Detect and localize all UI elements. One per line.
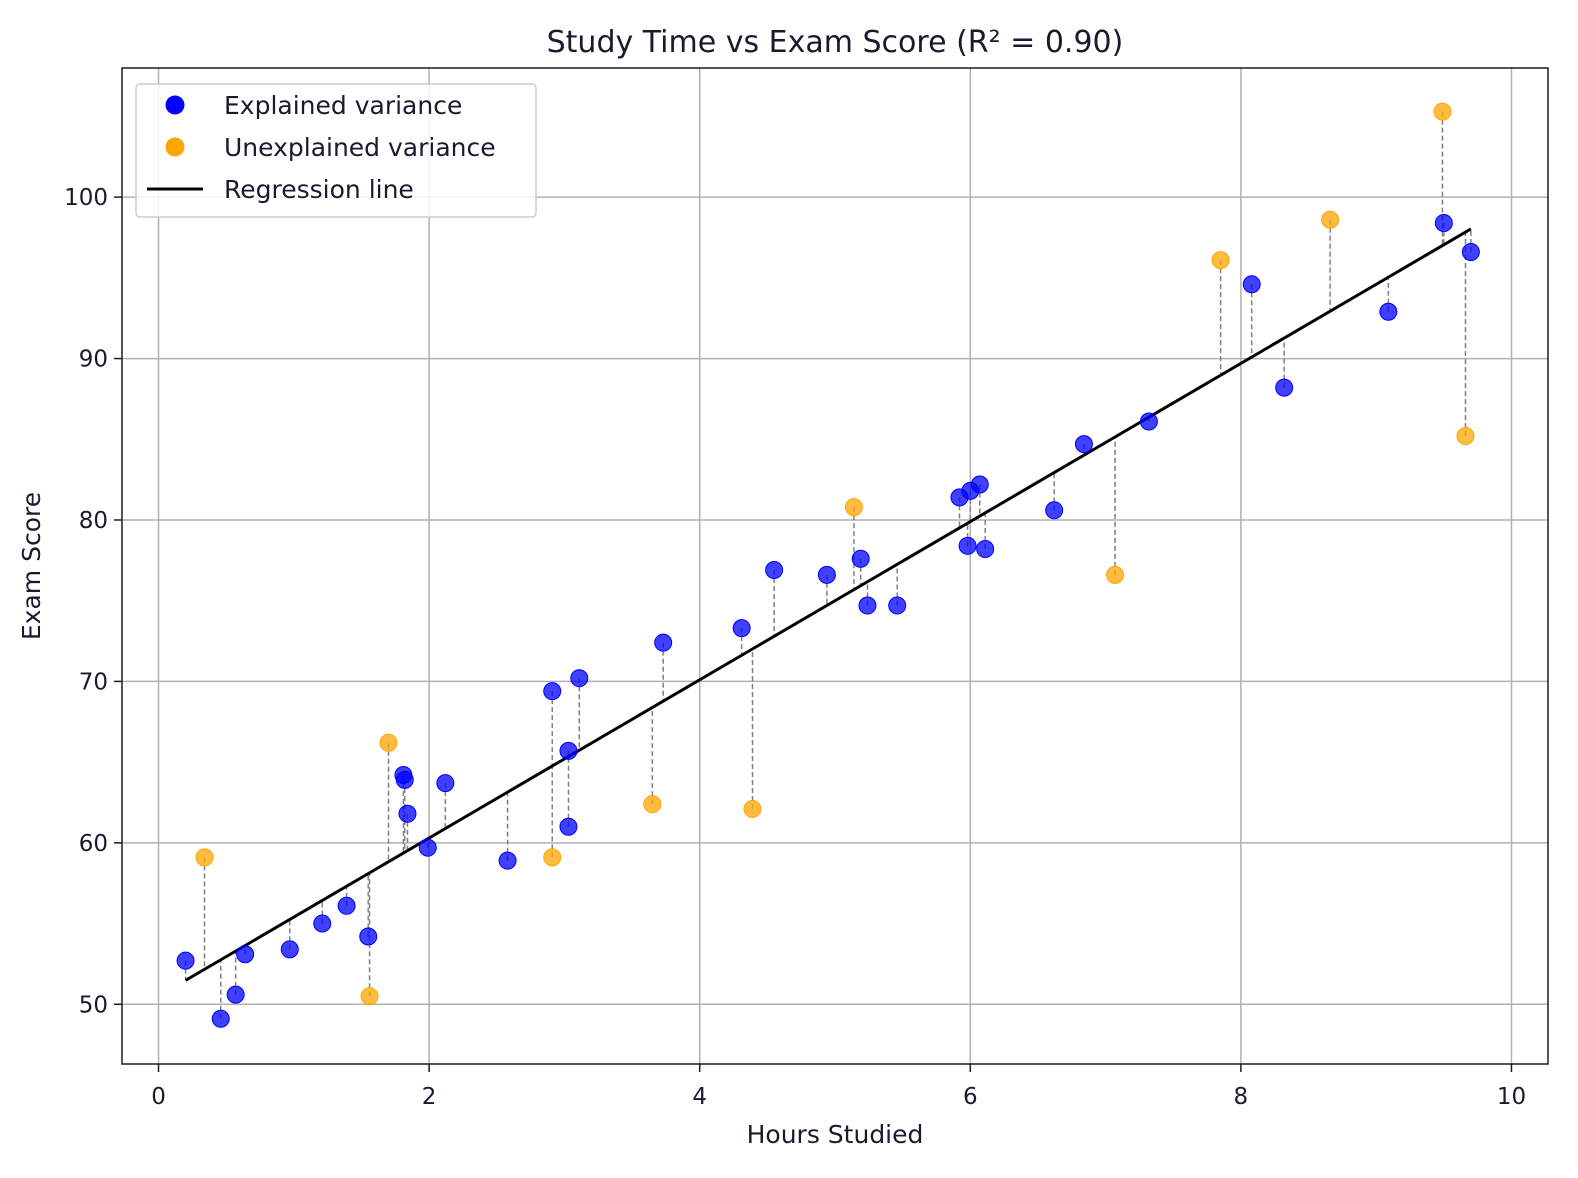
explained-point xyxy=(436,774,455,793)
x-tick-label: 8 xyxy=(1234,1084,1249,1110)
data-points xyxy=(176,102,1480,1028)
explained-point xyxy=(1379,302,1398,321)
explained-point xyxy=(851,549,870,568)
unexplained-point xyxy=(379,733,398,752)
y-tick-label: 50 xyxy=(79,992,108,1018)
explained-point xyxy=(1461,243,1480,262)
explained-point xyxy=(418,838,437,857)
chart-title: Study Time vs Exam Score (R² = 0.90) xyxy=(547,25,1124,60)
explained-point xyxy=(559,741,578,760)
explained-point xyxy=(280,940,299,959)
x-axis-ticks: 0 2 4 6 8 10 xyxy=(151,1064,1526,1110)
legend: Explained variance Unexplained variance Re… xyxy=(135,83,537,218)
x-tick-label: 4 xyxy=(692,1084,707,1110)
explained-point xyxy=(765,561,784,580)
explained-point xyxy=(817,565,836,584)
x-tick-label: 6 xyxy=(963,1084,978,1110)
explained-point xyxy=(970,475,989,494)
explained-point xyxy=(570,669,589,688)
legend-marker xyxy=(165,137,185,157)
explained-point xyxy=(236,945,255,964)
explained-point xyxy=(1242,275,1261,294)
explained-point xyxy=(226,985,245,1004)
explained-point xyxy=(395,770,414,789)
explained-point xyxy=(888,596,907,615)
explained-point xyxy=(1074,435,1093,454)
explained-point xyxy=(498,851,517,870)
explained-point xyxy=(398,804,417,823)
explained-point xyxy=(1045,501,1064,520)
explained-point xyxy=(958,536,977,555)
y-axis-ticks: 50 60 70 80 90 100 xyxy=(64,185,122,1018)
unexplained-point xyxy=(1456,427,1475,446)
explained-point xyxy=(176,951,195,970)
unexplained-point xyxy=(743,799,762,818)
explained-point xyxy=(359,927,378,946)
unexplained-point xyxy=(844,498,863,517)
legend-box xyxy=(135,83,537,218)
explained-point xyxy=(211,1009,230,1028)
y-tick-label: 60 xyxy=(79,831,108,857)
explained-point xyxy=(976,540,995,559)
explained-point xyxy=(313,914,332,933)
x-tick-label: 2 xyxy=(422,1084,437,1110)
y-tick-label: 70 xyxy=(79,669,108,695)
explained-point xyxy=(1139,412,1158,431)
x-tick-label: 0 xyxy=(151,1084,166,1110)
grid xyxy=(122,68,1548,1064)
unexplained-point xyxy=(1211,251,1230,270)
explained-point xyxy=(1434,213,1453,232)
x-axis-label: Hours Studied xyxy=(747,1120,924,1149)
unexplained-point xyxy=(360,987,379,1006)
legend-marker xyxy=(165,95,185,115)
unexplained-point xyxy=(1106,565,1125,584)
x-tick-label: 10 xyxy=(1497,1084,1526,1110)
unexplained-point xyxy=(1321,210,1340,229)
regression-line xyxy=(184,227,1472,982)
legend-label: Regression line xyxy=(224,175,414,204)
explained-point xyxy=(858,596,877,615)
regression-line-group xyxy=(184,227,1472,982)
unexplained-point xyxy=(543,848,562,867)
legend-label: Explained variance xyxy=(224,91,462,120)
plot-frame xyxy=(121,67,1549,1065)
explained-point xyxy=(559,817,578,836)
explained-point xyxy=(1275,378,1294,397)
y-axis-label: Exam Score xyxy=(17,492,46,640)
explained-point xyxy=(654,633,673,652)
y-tick-label: 90 xyxy=(79,347,108,373)
explained-point xyxy=(543,682,562,701)
unexplained-point xyxy=(643,795,662,814)
y-tick-label: 100 xyxy=(64,185,108,211)
explained-point xyxy=(337,896,356,915)
explained-point xyxy=(732,619,751,638)
legend-label: Unexplained variance xyxy=(224,133,496,162)
unexplained-point xyxy=(195,848,214,867)
y-tick-label: 80 xyxy=(79,508,108,534)
unexplained-point xyxy=(1433,102,1452,121)
